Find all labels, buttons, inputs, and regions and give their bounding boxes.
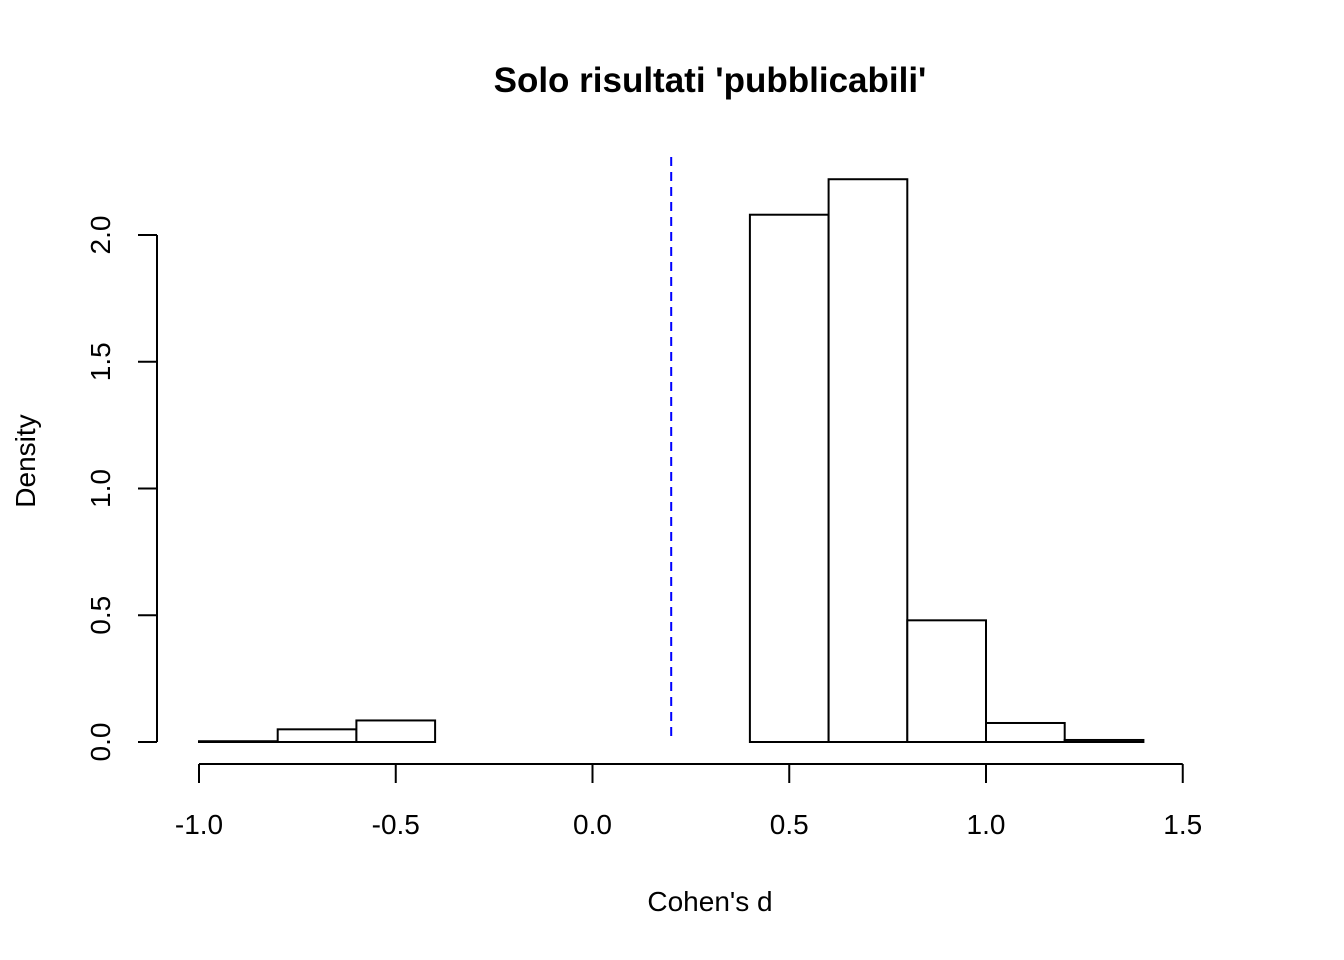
y-tick-label: 1.0 (85, 469, 116, 508)
histogram-bar (985, 721, 1066, 743)
y-axis: 0.0 0.5 1.0 1.5 2.0 (85, 216, 158, 762)
histogram-bar (827, 178, 909, 744)
y-tick-label: 0.5 (85, 596, 116, 635)
histogram-bar (748, 213, 830, 744)
x-tick-label: -0.5 (372, 809, 420, 840)
histogram-bar (198, 740, 279, 744)
x-tick-label: 1.0 (967, 809, 1006, 840)
histogram-bars (198, 178, 1145, 744)
x-axis: -1.0 -0.5 0.0 0.5 1.0 1.5 (175, 763, 1202, 840)
y-tick-label: 1.5 (85, 342, 116, 381)
x-tick-label: 1.5 (1163, 809, 1202, 840)
x-tick-label: 0.5 (770, 809, 809, 840)
y-tick-label: 0.0 (85, 723, 116, 762)
histogram-bar (906, 619, 987, 744)
x-tick-label: -1.0 (175, 809, 223, 840)
histogram-bar (355, 719, 437, 744)
histogram-bar (1063, 738, 1145, 743)
x-axis-label: Cohen's d (647, 886, 772, 917)
x-tick-label: 0.0 (573, 809, 612, 840)
chart-title: Solo risultati 'pubblicabili' (494, 61, 927, 100)
y-tick-label: 2.0 (85, 216, 116, 255)
histogram-bar (276, 728, 358, 744)
y-axis-label: Density (10, 414, 41, 507)
